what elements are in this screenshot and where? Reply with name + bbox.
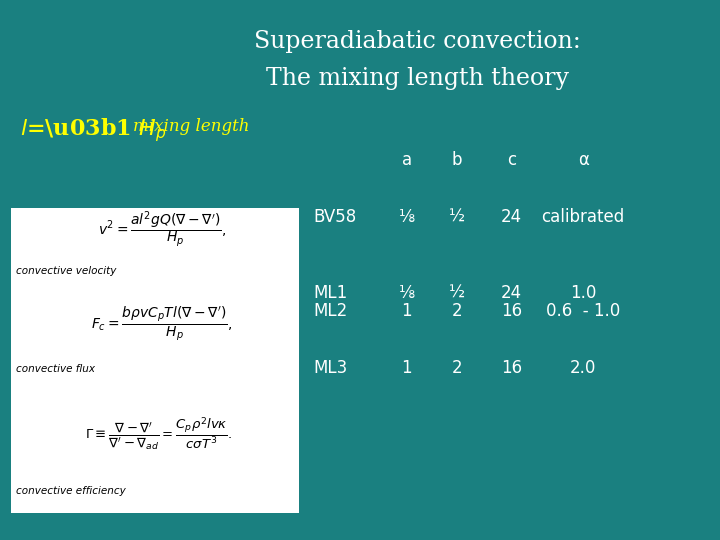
Text: 1.0: 1.0 bbox=[570, 284, 596, 301]
Text: ½: ½ bbox=[449, 208, 465, 226]
Text: $v^2 = \dfrac{al^2gQ(\nabla - \nabla')}{H_p},$: $v^2 = \dfrac{al^2gQ(\nabla - \nabla')}{… bbox=[98, 210, 226, 249]
Text: 1: 1 bbox=[402, 302, 412, 320]
Text: ML1: ML1 bbox=[313, 284, 348, 301]
Text: ⅛: ⅛ bbox=[399, 208, 415, 226]
Text: $\Gamma \equiv \dfrac{\nabla - \nabla'}{\nabla' - \nabla_{ad}} = \dfrac{C_p \rho: $\Gamma \equiv \dfrac{\nabla - \nabla'}{… bbox=[85, 416, 232, 454]
Text: $F_c = \dfrac{b\rho v C_p Tl(\nabla - \nabla')}{H_p},$: $F_c = \dfrac{b\rho v C_p Tl(\nabla - \n… bbox=[91, 305, 233, 343]
Text: 24: 24 bbox=[500, 208, 522, 226]
Text: The mixing length theory: The mixing length theory bbox=[266, 68, 569, 91]
Text: α: α bbox=[577, 151, 589, 169]
Text: 2: 2 bbox=[452, 302, 462, 320]
Text: 16: 16 bbox=[500, 302, 522, 320]
Text: 1: 1 bbox=[402, 359, 412, 377]
Text: BV58: BV58 bbox=[313, 208, 356, 226]
Text: c: c bbox=[507, 151, 516, 169]
Text: 2: 2 bbox=[452, 359, 462, 377]
Text: ⅛: ⅛ bbox=[399, 284, 415, 301]
Text: Superadiabatic convection:: Superadiabatic convection: bbox=[254, 30, 581, 53]
Text: b: b bbox=[452, 151, 462, 169]
Text: a: a bbox=[402, 151, 412, 169]
Text: 0.6  - 1.0: 0.6 - 1.0 bbox=[546, 302, 621, 320]
FancyBboxPatch shape bbox=[11, 208, 299, 513]
Text: $\mathit{l}$=\u03b1 $\mathit{H}_p$: $\mathit{l}$=\u03b1 $\mathit{H}_p$ bbox=[20, 116, 167, 144]
Text: calibrated: calibrated bbox=[541, 208, 625, 226]
Text: ML2: ML2 bbox=[313, 302, 348, 320]
Text: mixing length: mixing length bbox=[133, 118, 250, 134]
Text: convective velocity: convective velocity bbox=[16, 266, 116, 276]
Text: 16: 16 bbox=[500, 359, 522, 377]
Text: 2.0: 2.0 bbox=[570, 359, 596, 377]
Text: convective flux: convective flux bbox=[16, 364, 95, 375]
Text: 24: 24 bbox=[500, 284, 522, 301]
Text: ML3: ML3 bbox=[313, 359, 348, 377]
Text: ½: ½ bbox=[449, 284, 465, 301]
Text: convective efficiency: convective efficiency bbox=[16, 486, 125, 496]
